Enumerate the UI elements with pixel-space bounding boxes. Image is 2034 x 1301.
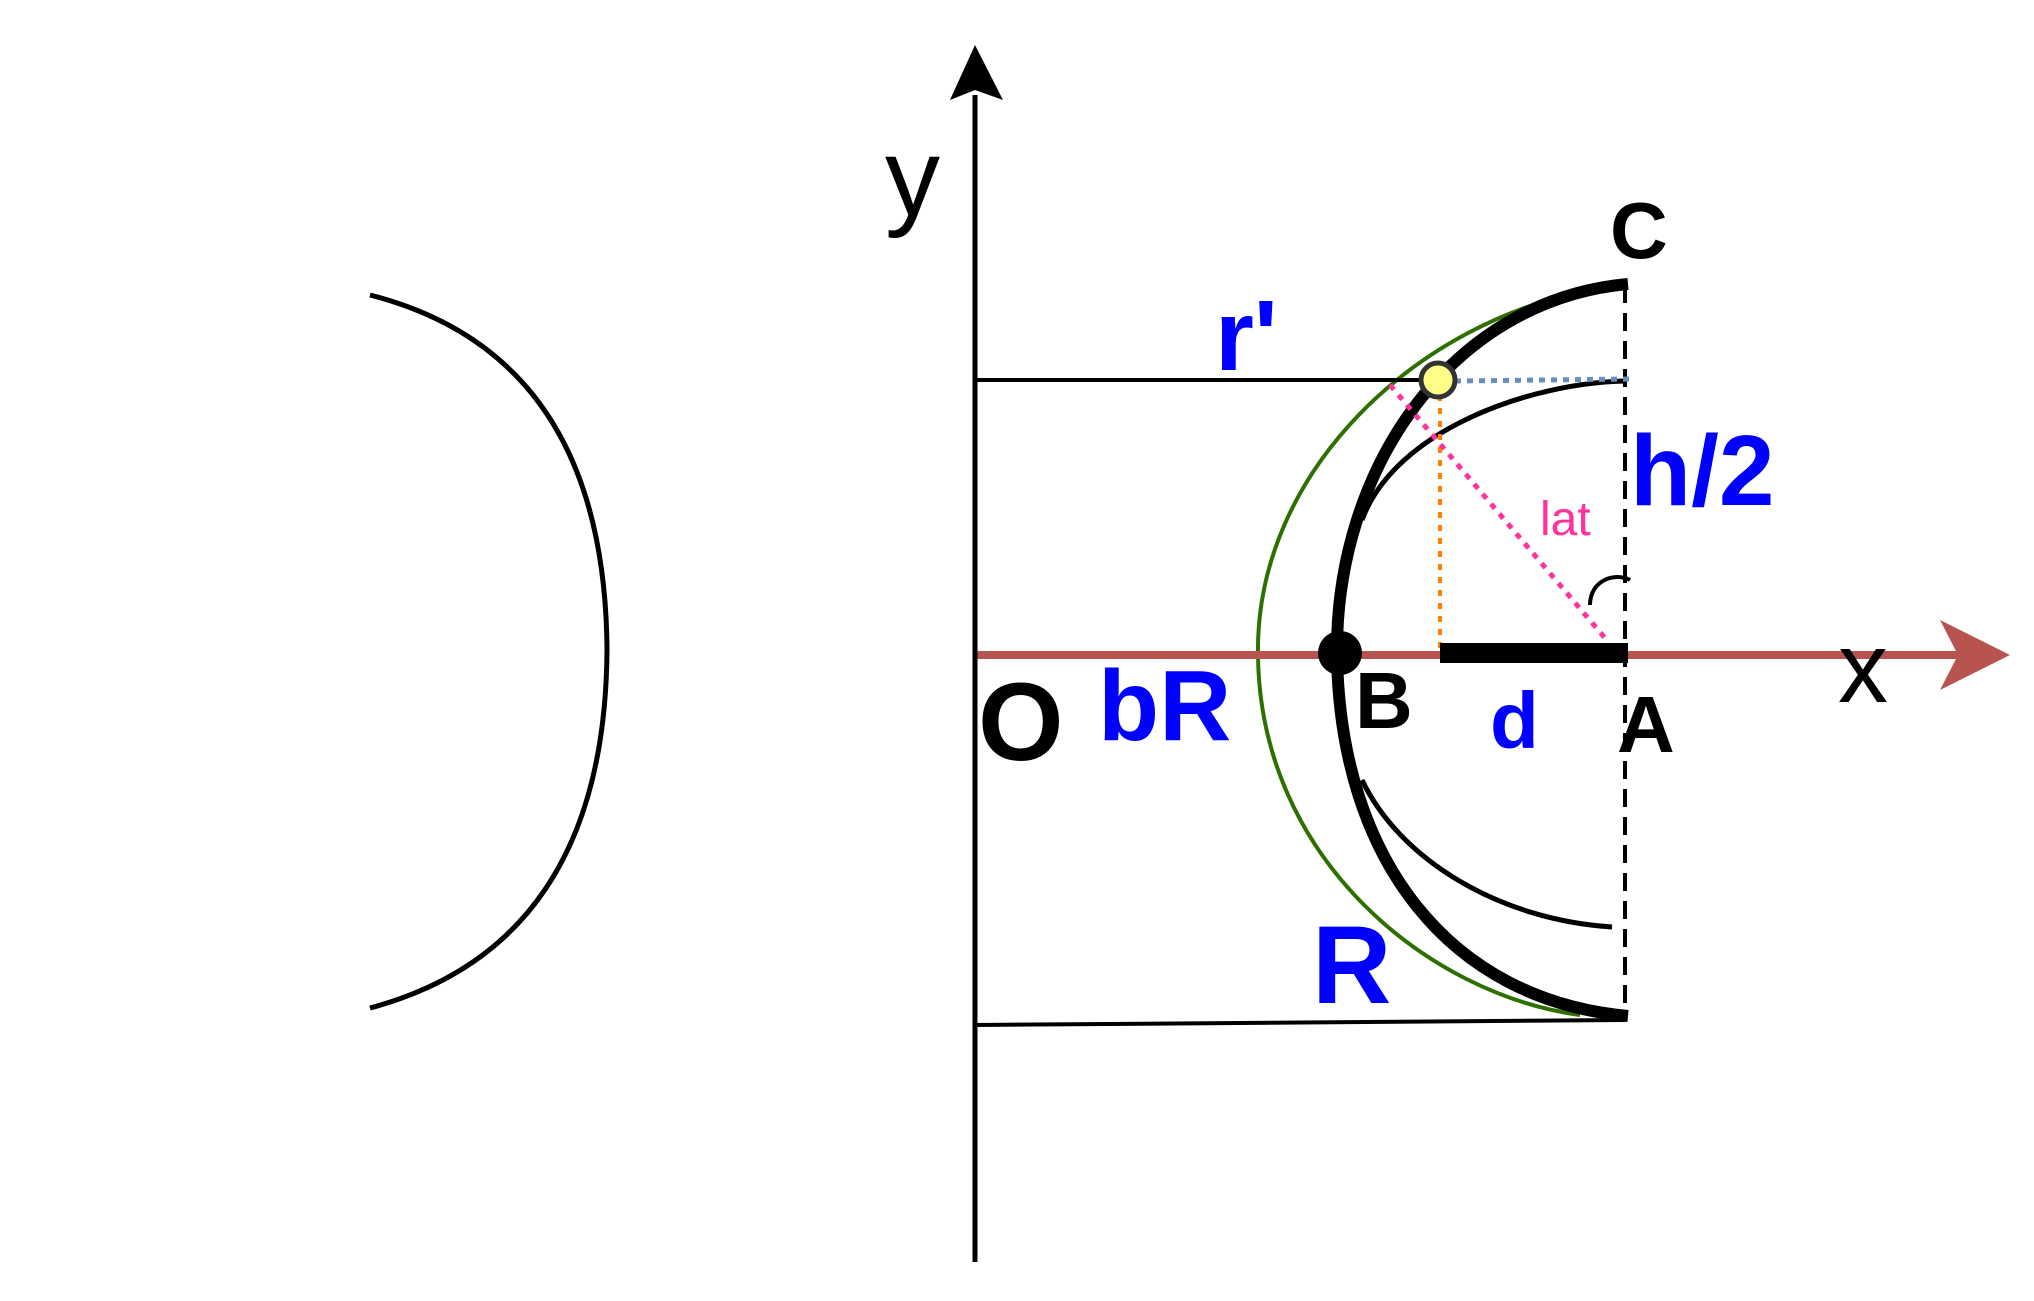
label-b-r: bR [1098,650,1231,762]
label-r-prime: r' [1215,280,1278,392]
x-axis-arrow-icon [1940,620,2010,690]
blue-dotted-line [1454,376,1631,384]
label-point-b: B [1355,656,1413,745]
lat-dotted-line [1388,383,1607,640]
point-b-dot [1318,631,1362,675]
inner-arc [1359,378,1626,930]
label-origin: O [978,661,1064,784]
point-yellow [1418,360,1458,400]
label-half-height: h/2 [1630,415,1774,527]
label-radius: R [1312,904,1391,1027]
y-axis-arrow-icon [950,45,1003,100]
label-latitude: lat [1540,493,1591,546]
label-point-a: A [1617,680,1675,769]
left-arc [369,292,610,1011]
label-point-c: C [1610,186,1668,275]
angle-arc [1588,575,1631,606]
label-y-axis: y [885,116,940,239]
label-distance: d [1490,676,1539,765]
label-x-axis: x [1838,612,1888,724]
bottom-horizontal-line [974,1018,1626,1027]
